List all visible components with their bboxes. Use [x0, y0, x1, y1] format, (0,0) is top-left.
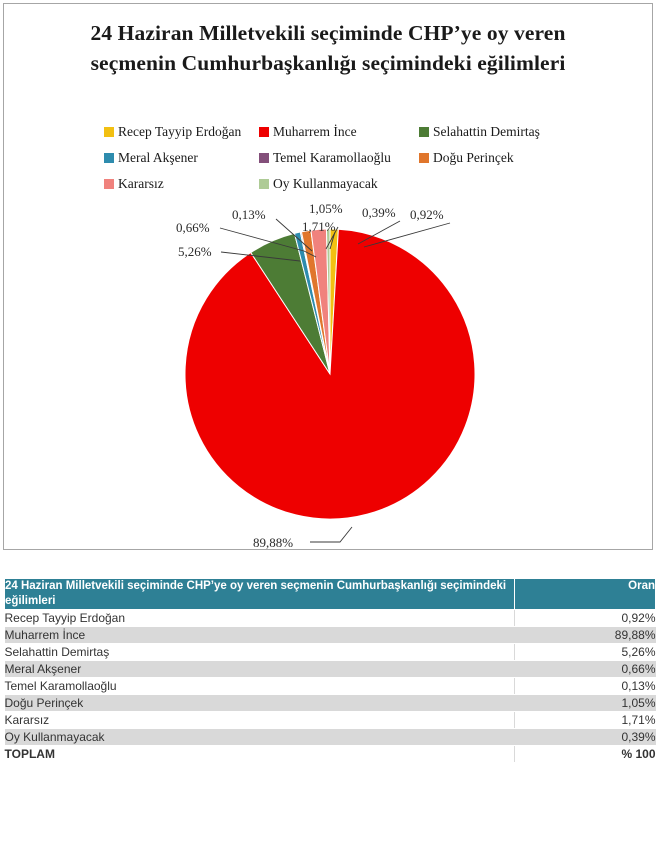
legend-item-label: Muharrem İnce [273, 124, 357, 139]
table-header-oran: Oran [514, 578, 656, 610]
table-row: Temel Karamollaoğlu 0,13% [4, 677, 656, 695]
legend-item-selahattin-demirtas[interactable]: Selahattin Demirtaş [419, 124, 569, 140]
pie-label-066: 0,66% [176, 220, 210, 235]
pie-slice[interactable] [184, 228, 476, 520]
legend-item-kararsiz[interactable]: Kararsız [104, 176, 259, 192]
table-total-row: TOPLAM% 100 [4, 745, 656, 763]
chart-panel: 24 Haziran Milletvekili seçiminde CHP’ye… [3, 3, 653, 550]
leader-line-066 [219, 227, 317, 258]
pie-label-013: 0,13% [232, 207, 266, 222]
legend-item-dogu-perincek[interactable]: Doğu Perinçek [419, 150, 569, 166]
legend-item-label: Temel Karamollaoğlu [273, 150, 391, 165]
table-row: Recep Tayyip Erdoğan 0,92% [4, 609, 656, 627]
table-cell-value: 1,05% [514, 694, 656, 712]
pie-chart-area: 0,66% 0,13% 1,05% 1,71% 0,39% 0,92% 5,26… [4, 199, 652, 549]
table-cell-label: Kararsız [4, 711, 515, 729]
table-cell-value: 0,66% [514, 660, 656, 678]
pie-slices [184, 228, 476, 520]
table-total-label: TOPLAM [4, 745, 515, 763]
legend-item-oy-kullanmayacak[interactable]: Oy Kullanmayacak [259, 176, 419, 192]
table-cell-label: Oy Kullanmayacak [4, 728, 515, 746]
table-row: Oy Kullanmayacak 0,39% [4, 728, 656, 746]
table-total-value: % 100 [514, 745, 656, 763]
pie-label-105: 1,05% [309, 201, 343, 216]
table-body: Recep Tayyip Erdoğan 0,92% Muharrem İnce 89… [4, 609, 656, 763]
table-row: Selahattin Demirtaş 5,26% [4, 643, 656, 661]
table-head: 24 Haziran Milletvekili seçiminde CHP’ye… [4, 578, 656, 610]
legend-row: Recep Tayyip Erdoğan Muharrem İnce Selah… [104, 124, 574, 150]
table-header-row: 24 Haziran Milletvekili seçiminde CHP’ye… [4, 578, 656, 610]
table-cell-label: Recep Tayyip Erdoğan [4, 609, 515, 627]
legend-row: Meral Akşener Temel Karamollaoğlu Doğu P… [104, 150, 574, 176]
table-cell-label: Temel Karamollaoğlu [4, 677, 515, 695]
leader-line-171 [329, 231, 336, 250]
pie-label-039: 0,39% [362, 205, 396, 220]
table-cell-value: 0,92% [514, 609, 656, 627]
legend-swatch-icon [419, 127, 429, 137]
legend-swatch-icon [259, 127, 269, 137]
table-cell-value: 0,13% [514, 677, 656, 695]
legend-swatch-icon [259, 179, 269, 189]
legend-item-label: Oy Kullanmayacak [273, 176, 378, 191]
table-cell-label: Muharrem İnce [4, 626, 515, 644]
legend-item-recep-tayyip-erdogan[interactable]: Recep Tayyip Erdoğan [104, 124, 259, 140]
leader-line-092 [363, 222, 451, 248]
legend-swatch-icon [104, 127, 114, 137]
legend-swatch-icon [259, 153, 269, 163]
legend-item-label: Recep Tayyip Erdoğan [118, 124, 242, 139]
legend-item-label: Kararsız [118, 176, 164, 191]
table-header-label: 24 Haziran Milletvekili seçiminde CHP’ye… [4, 578, 515, 610]
leader-line-039 [357, 220, 401, 245]
table-cell-value: 5,26% [514, 643, 656, 661]
legend-swatch-icon [104, 153, 114, 163]
legend-item-temel-karamollaoglu[interactable]: Temel Karamollaoğlu [259, 150, 419, 166]
table-cell-label: Selahattin Demirtaş [4, 643, 515, 661]
table-row: Kararsız 1,71% [4, 711, 656, 729]
legend-item-label: Selahattin Demirtaş [433, 124, 540, 139]
table-cell-value: 1,71% [514, 711, 656, 729]
table-cell-value: 0,39% [514, 728, 656, 746]
leader-line-8988 [310, 526, 353, 543]
table-row: Muharrem İnce 89,88% [4, 626, 656, 644]
legend-swatch-icon [419, 153, 429, 163]
table-cell-value: 89,88% [514, 626, 656, 644]
pie-label-8988: 89,88% [253, 535, 293, 549]
leader-line-013 [275, 218, 313, 252]
legend-item-meral-aksener[interactable]: Meral Akşener [104, 150, 259, 166]
table-cell-label: Meral Akşener [4, 660, 515, 678]
legend-item-muharrem-ince[interactable]: Muharrem İnce [259, 124, 419, 140]
table-row: Meral Akşener 0,66% [4, 660, 656, 678]
pie-slice[interactable] [325, 228, 331, 375]
pie-label-092: 0,92% [410, 207, 444, 222]
leader-line-105 [325, 226, 339, 250]
chart-legend: Recep Tayyip Erdoğan Muharrem İnce Selah… [104, 124, 574, 202]
table-row: Doğu Perinçek 1,05% [4, 694, 656, 712]
leader-line-526 [220, 251, 301, 262]
legend-swatch-icon [104, 179, 114, 189]
page-title: 24 Haziran Milletvekili seçiminde CHP’ye… [90, 21, 566, 75]
legend-item-label: Meral Akşener [118, 150, 198, 165]
table-cell-label: Doğu Perinçek [4, 694, 515, 712]
legend-item-label: Doğu Perinçek [433, 150, 514, 165]
legend-row: Kararsız Oy Kullanmayacak [104, 176, 574, 202]
pie-label-171: 1,71% [302, 219, 336, 234]
results-table: 24 Haziran Milletvekili seçiminde CHP’ye… [4, 578, 656, 763]
pie-label-526: 5,26% [178, 244, 212, 259]
data-table-wrapper: 24 Haziran Milletvekili seçiminde CHP’ye… [4, 578, 656, 763]
pie-chart-svg: 0,66% 0,13% 1,05% 1,71% 0,39% 0,92% 5,26… [176, 201, 476, 549]
